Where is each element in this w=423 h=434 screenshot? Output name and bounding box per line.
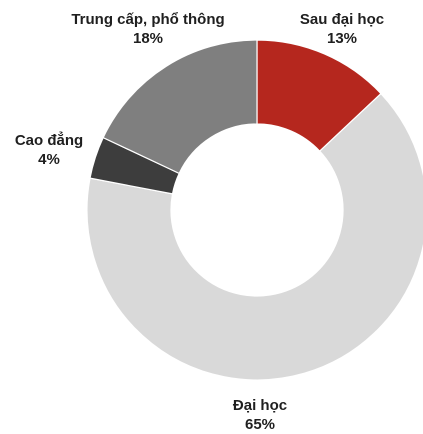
donut-slices: [86, 39, 423, 381]
slice-label-cao-dang: Cao đẳng: [15, 131, 83, 149]
slice-dai-hoc: [86, 92, 423, 381]
slice-value-sau-dai-hoc: 13%: [327, 30, 357, 47]
slice-label-trung-cap-pho-thong: Trung cấp, phổ thông: [71, 11, 224, 28]
slice-label-dai-hoc: Đại học: [233, 397, 287, 414]
slice-value-cao-dang: 4%: [38, 151, 60, 168]
slice-value-trung-cap-pho-thong: 18%: [133, 30, 163, 47]
slice-value-dai-hoc: 65%: [245, 416, 275, 433]
slice-labels: Sau đại học 13% Đại học 65% Cao đẳng 4% Trung …: [15, 11, 384, 433]
slice-trung-cap-pho-thong: [102, 39, 258, 175]
slice-label-sau-dai-hoc: Sau đại học: [300, 11, 384, 28]
